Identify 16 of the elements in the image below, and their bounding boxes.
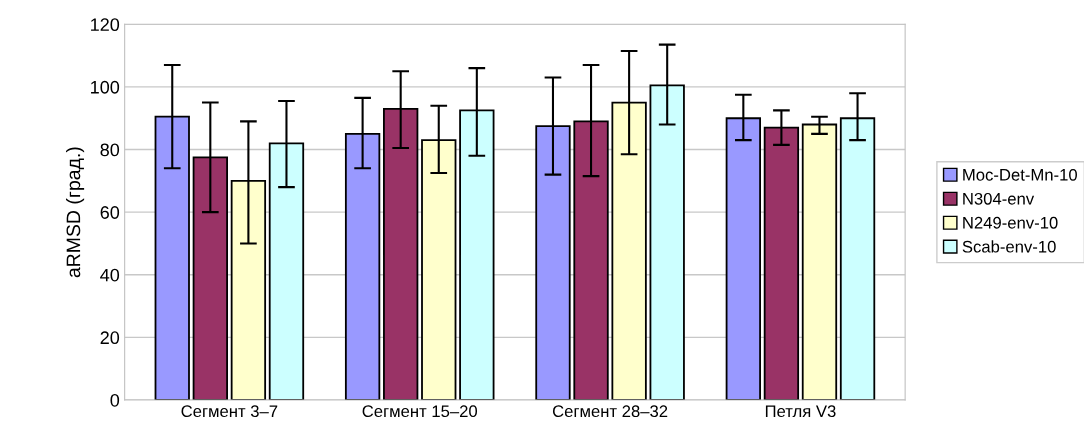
y-tick-label: 60	[100, 206, 120, 219]
y-tick-label: 20	[100, 331, 120, 345]
y-tick-label: 80	[100, 143, 120, 157]
legend-label: Moc-Det-Mn-10	[963, 168, 1077, 181]
x-tick-label: Сегмент 15–20	[362, 405, 478, 418]
y-tick-label: 40	[100, 268, 120, 282]
x-tick-label: Петля V3	[765, 405, 836, 418]
legend-label: Scab-env-10	[962, 240, 1056, 253]
y-tick-label: 120	[91, 18, 120, 32]
y-axis-title: aRMSD (град.)	[66, 147, 85, 278]
x-tick-label: Сегмент 28–32	[552, 405, 668, 418]
legend-label: N304-env	[963, 192, 1035, 205]
y-tick-label: 100	[91, 80, 120, 94]
x-tick-label: Сегмент 3–7	[181, 405, 278, 418]
y-tick-label: 0	[110, 393, 120, 407]
legend-label: N249-env-10	[963, 216, 1058, 229]
